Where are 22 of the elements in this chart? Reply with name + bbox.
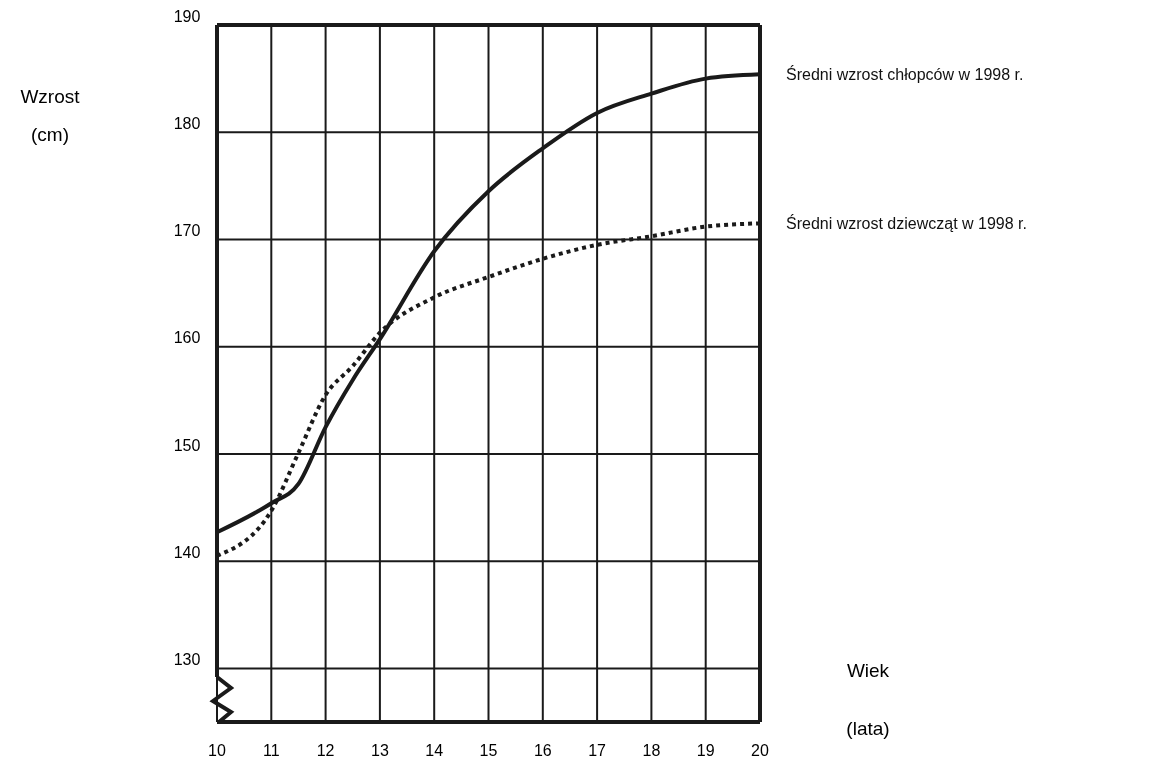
y-tick-label: 160: [173, 329, 201, 347]
y-tick-label: 180: [173, 115, 201, 133]
y-tick-label: 190: [173, 7, 201, 25]
series-label: Średni wzrost dziewcząt w 1998 r.: [786, 214, 1027, 233]
x-tick-label: 18: [642, 742, 661, 759]
x-tick-label: 11: [263, 742, 280, 759]
y-tick-label: 130: [173, 651, 201, 669]
x-tick-label: 20: [751, 742, 769, 759]
y-tick-label: 150: [173, 436, 201, 454]
y-tick-label: 140: [173, 543, 201, 561]
x-tick-label: 14: [425, 742, 444, 759]
x-tick-label: 15: [479, 742, 498, 759]
text: Wiek (lata): [846, 660, 890, 739]
x-tick-label: 19: [696, 742, 715, 759]
series-label: Średni wzrost chłopców w 1998 r.: [786, 65, 1024, 84]
x-tick-label: 17: [588, 742, 607, 759]
x-tick-label: 10: [208, 742, 226, 759]
y-tick-label: 170: [173, 222, 201, 240]
x-tick-label: 13: [371, 742, 389, 759]
x-tick-label: 16: [533, 742, 552, 759]
x-tick-label: 12: [316, 742, 335, 759]
y-axis-title: Wzrost (cm): [20, 86, 81, 145]
